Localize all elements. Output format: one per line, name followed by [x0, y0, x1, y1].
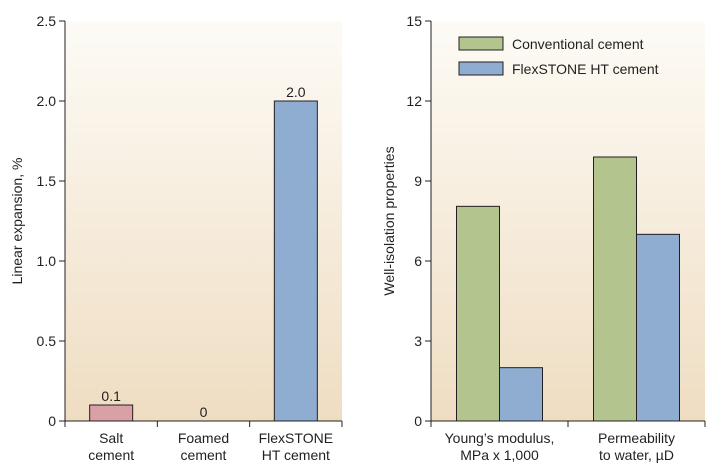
category-label-right-1-1: to water, µD	[599, 447, 674, 463]
left-bar-2	[274, 101, 317, 421]
right-bar-0-series-0	[457, 206, 500, 421]
category-label-left-2-0: FlexSTONE	[259, 430, 333, 446]
legend-swatch-0	[459, 37, 503, 50]
category-label-left-0-1: cement	[88, 447, 134, 463]
right-y-tick-label-4: 12	[406, 93, 422, 109]
left-y-tick-label-3: 1.5	[37, 173, 57, 189]
category-label-left-0-0: Salt	[99, 430, 123, 446]
category-label-right-0-0: Young’s modulus,	[445, 430, 555, 446]
category-label-left-2-1: HT cement	[262, 447, 330, 463]
right-y-axis-label: Well-isolation properties	[381, 146, 397, 295]
category-label-right-0-1: MPa x 1,000	[460, 447, 539, 463]
right-y-tick-label-3: 9	[414, 173, 422, 189]
left-y-axis-label: Linear expansion, %	[9, 158, 25, 285]
right-y-tick-label-0: 0	[414, 413, 422, 429]
right-bar-0-series-1	[500, 368, 543, 421]
right-y-tick-label-1: 3	[414, 333, 422, 349]
legend-label-1: FlexSTONE HT cement	[512, 61, 659, 77]
right-y-tick-label-5: 15	[406, 13, 422, 29]
left-y-tick-label-2: 1.0	[37, 253, 57, 269]
left-data-label-1: 0	[200, 404, 208, 420]
right-bar-1-series-0	[594, 157, 637, 421]
left-y-tick-label-1: 0.5	[37, 333, 57, 349]
category-label-left-1-1: cement	[181, 447, 227, 463]
category-label-left-1-0: Foamed	[178, 430, 229, 446]
left-data-label-0: 0.1	[101, 388, 121, 404]
legend-swatch-1	[459, 62, 503, 75]
left-data-label-2: 2.0	[286, 84, 306, 100]
legend-label-0: Conventional cement	[512, 36, 644, 52]
right-bar-1-series-1	[637, 234, 680, 421]
right-chart: 0 3 6 9 12 15 Young’s modulus,MPa x 1,000 Perme…	[381, 13, 705, 463]
right-y-tick-label-2: 6	[414, 253, 422, 269]
left-y-tick-label-0: 0	[48, 413, 56, 429]
left-bar-0	[90, 405, 133, 421]
left-chart: 00.51.01.52.02.50.1Saltcement0Foamedceme…	[9, 13, 342, 463]
category-label-right-1-0: Permeability	[598, 430, 675, 446]
left-y-tick-label-5: 2.5	[37, 13, 57, 29]
left-y-tick-label-4: 2.0	[37, 93, 57, 109]
